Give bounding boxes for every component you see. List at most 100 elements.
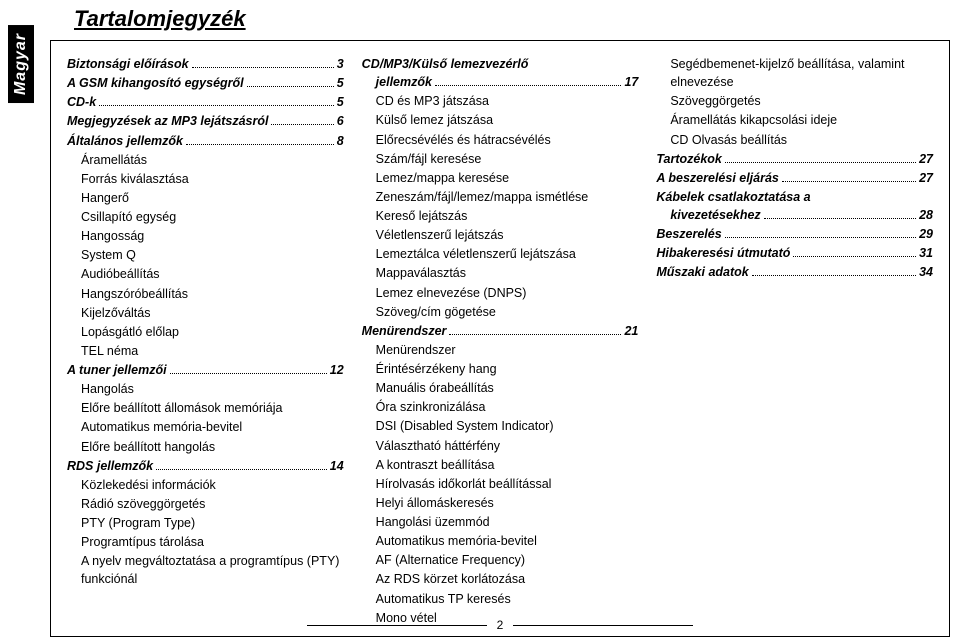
toc-page-number: 5 bbox=[337, 74, 344, 92]
toc-subitem: Véletlenszerű lejátszás bbox=[362, 226, 639, 244]
toc-subitem: A nyelv megváltoztatása a programtípus (… bbox=[67, 552, 344, 588]
toc-subitem: Automatikus memória-bevitel bbox=[362, 532, 639, 550]
toc-subitem: Lemez/mappa keresése bbox=[362, 169, 639, 187]
toc-subitem: Lemeztálca véletlenszerű lejátszása bbox=[362, 245, 639, 263]
toc-subitem: System Q bbox=[67, 246, 344, 264]
dot-leader bbox=[435, 85, 621, 86]
toc-column: Biztonsági előírások3A GSM kihangosító e… bbox=[67, 55, 344, 628]
toc-subitem: Hangolási üzemmód bbox=[362, 513, 639, 531]
toc-subitem: PTY (Program Type) bbox=[67, 514, 344, 532]
toc-subitem: AF (Alternatice Frequency) bbox=[362, 551, 639, 569]
toc-subitem: Hírolvasás időkorlát beállítással bbox=[362, 475, 639, 493]
toc-subitem: Áramellátás bbox=[67, 151, 344, 169]
toc-subitem: CD és MP3 játszása bbox=[362, 92, 639, 110]
toc-heading: CD-k5 bbox=[67, 93, 344, 111]
toc-heading-line2: kivezetésekhez 28 bbox=[656, 206, 933, 224]
dot-leader bbox=[725, 237, 916, 238]
toc-heading-label: A GSM kihangosító egységről bbox=[67, 74, 244, 92]
toc-box: Biztonsági előírások3A GSM kihangosító e… bbox=[50, 40, 950, 637]
toc-heading: Műszaki adatok 34 bbox=[656, 263, 933, 281]
toc-page-number: 5 bbox=[337, 93, 344, 111]
toc-heading: A GSM kihangosító egységről 5 bbox=[67, 74, 344, 92]
toc-page-number: 12 bbox=[330, 361, 344, 379]
toc-page-number: 29 bbox=[919, 225, 933, 243]
toc-subitem: Szöveggörgetés bbox=[656, 92, 933, 110]
dot-leader bbox=[449, 334, 621, 335]
toc-page-number: 27 bbox=[919, 169, 933, 187]
toc-column: CD/MP3/Külső lemezvezérlőjellemzők17CD é… bbox=[362, 55, 639, 628]
toc-heading-label: Tartozékok bbox=[656, 150, 722, 168]
page-container: Tartalomjegyzék Biztonsági előírások3A G… bbox=[50, 0, 950, 638]
toc-subitem: Hangszóróbeállítás bbox=[67, 285, 344, 303]
dot-leader bbox=[170, 373, 327, 374]
dot-leader bbox=[247, 86, 334, 87]
toc-heading-label: RDS jellemzők bbox=[67, 457, 153, 475]
toc-page-number: 6 bbox=[337, 112, 344, 130]
toc-subitem: Mappaválasztás bbox=[362, 264, 639, 282]
dot-leader bbox=[99, 105, 334, 106]
toc-heading-label: Hibakeresési útmutató bbox=[656, 244, 790, 262]
toc-subitem: Programtípus tárolása bbox=[67, 533, 344, 551]
language-tab: Magyar bbox=[8, 25, 34, 103]
toc-page-number: 34 bbox=[919, 263, 933, 281]
toc-heading-label: A beszerelési eljárás bbox=[656, 169, 779, 187]
toc-heading-label: A tuner jellemzői bbox=[67, 361, 167, 379]
toc-subitem: Áramellátás kikapcsolási ideje bbox=[656, 111, 933, 129]
toc-subitem: Automatikus TP keresés bbox=[362, 590, 639, 608]
toc-subitem: Automatikus memória-bevitel bbox=[67, 418, 344, 436]
toc-heading-label: Általános jellemzők bbox=[67, 132, 183, 150]
toc-subitem: Hangolás bbox=[67, 380, 344, 398]
toc-heading: RDS jellemzők 14 bbox=[67, 457, 344, 475]
toc-subitem: Kereső lejátszás bbox=[362, 207, 639, 225]
dot-leader bbox=[156, 469, 327, 470]
toc-heading: Megjegyzések az MP3 lejátszásról 6 bbox=[67, 112, 344, 130]
toc-heading: Tartozékok27 bbox=[656, 150, 933, 168]
dot-leader bbox=[752, 275, 916, 276]
toc-heading: Kábelek csatlakoztatása a bbox=[656, 188, 933, 206]
toc-heading-label: Beszerelés bbox=[656, 225, 721, 243]
toc-heading: Menürendszer 21 bbox=[362, 322, 639, 340]
toc-subitem: Külső lemez játszása bbox=[362, 111, 639, 129]
toc-heading-label: Műszaki adatok bbox=[656, 263, 748, 281]
toc-subitem: Kijelzőváltás bbox=[67, 304, 344, 322]
toc-subitem: Csillapító egység bbox=[67, 208, 344, 226]
toc-subitem: Manuális órabeállítás bbox=[362, 379, 639, 397]
toc-subitem: Érintésérzékeny hang bbox=[362, 360, 639, 378]
toc-page-number: 28 bbox=[919, 206, 933, 224]
toc-heading-label: kivezetésekhez bbox=[670, 206, 760, 224]
toc-subitem: Audióbeállítás bbox=[67, 265, 344, 283]
toc-page-number: 21 bbox=[624, 322, 638, 340]
toc-heading: A beszerelési eljárás 27 bbox=[656, 169, 933, 187]
toc-subitem: TEL néma bbox=[67, 342, 344, 360]
toc-subitem: Közlekedési információk bbox=[67, 476, 344, 494]
toc-heading: Általános jellemzők 8 bbox=[67, 132, 344, 150]
toc-heading-label: Menürendszer bbox=[362, 322, 447, 340]
dot-leader bbox=[764, 218, 916, 219]
toc-title: Tartalomjegyzék bbox=[50, 0, 950, 40]
toc-subitem: Óra szinkronizálása bbox=[362, 398, 639, 416]
dot-leader bbox=[186, 144, 334, 145]
toc-page-number: 8 bbox=[337, 132, 344, 150]
toc-heading-label: Biztonsági előírások bbox=[67, 55, 189, 73]
toc-heading: Beszerelés 29 bbox=[656, 225, 933, 243]
toc-subitem: Szám/fájl keresése bbox=[362, 150, 639, 168]
toc-subitem: Rádió szöveggörgetés bbox=[67, 495, 344, 513]
dot-leader bbox=[192, 67, 334, 68]
dot-leader bbox=[793, 256, 916, 257]
toc-heading: Hibakeresési útmutató 31 bbox=[656, 244, 933, 262]
toc-heading-label: Megjegyzések az MP3 lejátszásról bbox=[67, 112, 268, 130]
toc-subitem: Segédbemenet-kijelző beállítása, valamin… bbox=[656, 55, 933, 91]
toc-page-number: 14 bbox=[330, 457, 344, 475]
toc-subitem: Lemez elnevezése (DNPS) bbox=[362, 284, 639, 302]
toc-page-number: 31 bbox=[919, 244, 933, 262]
toc-heading: A tuner jellemzői 12 bbox=[67, 361, 344, 379]
toc-heading-line2: jellemzők17 bbox=[362, 73, 639, 91]
toc-subitem: A kontraszt beállítása bbox=[362, 456, 639, 474]
toc-subitem: CD Olvasás beállítás bbox=[656, 131, 933, 149]
toc-subitem: DSI (Disabled System Indicator) bbox=[362, 417, 639, 435]
toc-subitem: Az RDS körzet korlátozása bbox=[362, 570, 639, 588]
page-number: 2 bbox=[497, 618, 504, 632]
toc-subitem: Menürendszer bbox=[362, 341, 639, 359]
toc-heading: CD/MP3/Külső lemezvezérlő bbox=[362, 55, 639, 73]
toc-column: Segédbemenet-kijelző beállítása, valamin… bbox=[656, 55, 933, 628]
